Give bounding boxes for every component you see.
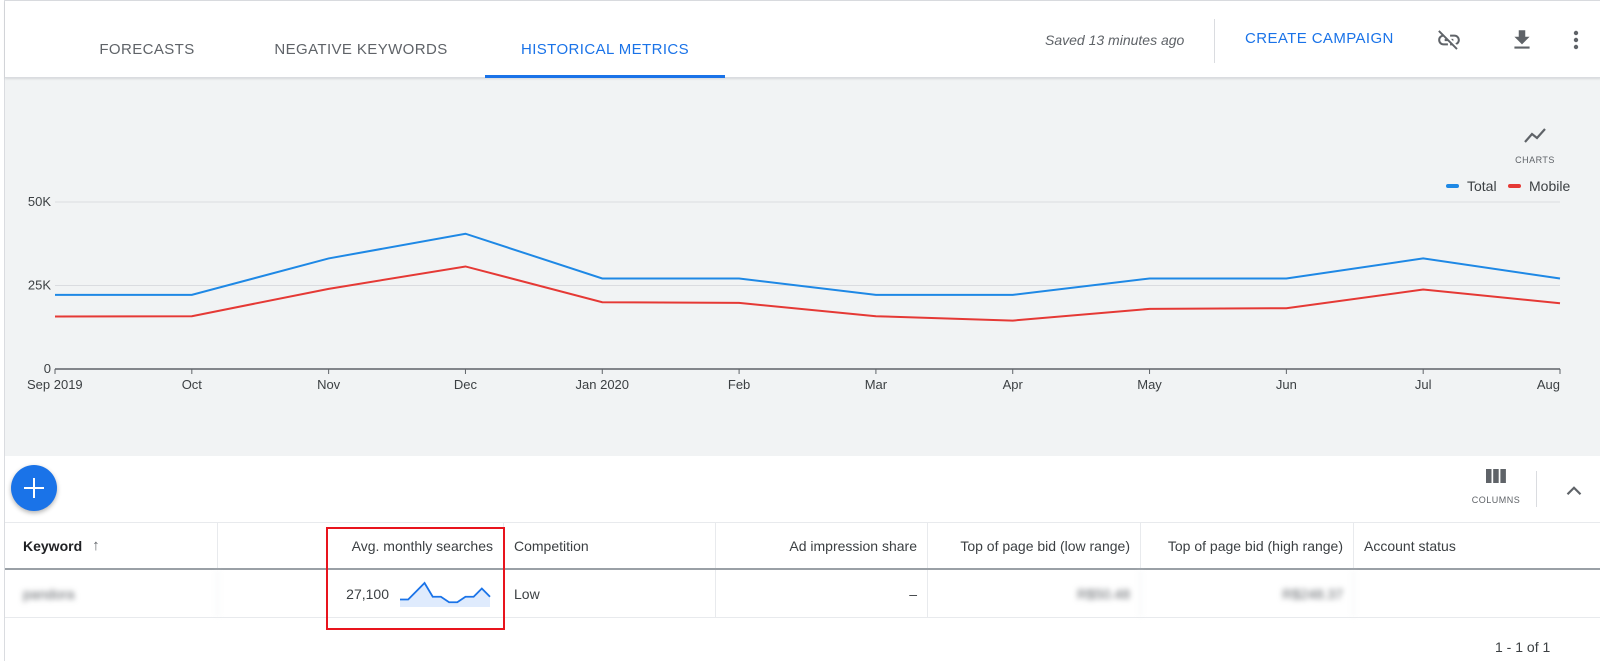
columns-label: COLUMNS: [1471, 495, 1521, 505]
header-competition[interactable]: Competition: [504, 523, 716, 568]
x-tick-label: Sep 2019: [27, 377, 83, 392]
x-tick-label: Oct: [182, 377, 203, 392]
header-bar: FORECASTS NEGATIVE KEYWORDS HISTORICAL M…: [5, 1, 1600, 78]
avg-monthly-value: 27,100: [346, 585, 389, 602]
add-keyword-button[interactable]: [11, 465, 57, 511]
x-tick-label: Apr: [1003, 377, 1024, 392]
keyword-cell: pandora: [5, 570, 218, 617]
tab-historical-metrics[interactable]: HISTORICAL METRICS: [485, 1, 725, 78]
header-bid-low[interactable]: Top of page bid (low range): [928, 523, 1141, 568]
x-tick-label: Nov: [317, 377, 341, 392]
header-avg-monthly-searches[interactable]: Avg. monthly searches: [218, 523, 504, 568]
table-header-row: Keyword ↑ Avg. monthly searches Competit…: [5, 522, 1600, 570]
bid-high-cell: R$248.37: [1141, 570, 1354, 617]
y-tick-label: 0: [44, 361, 51, 376]
charts-button[interactable]: CHARTS: [1510, 124, 1560, 168]
legend-label-mobile: Mobile: [1529, 178, 1571, 194]
header-keyword[interactable]: Keyword ↑: [5, 523, 218, 568]
header-ad-impression-share[interactable]: Ad impression share: [716, 523, 928, 568]
ad-impression-cell: –: [716, 570, 928, 617]
legend-mobile: Mobile: [1508, 178, 1570, 194]
account-status-cell: [1354, 570, 1600, 617]
legend-swatch-total: [1446, 184, 1459, 188]
pagination-info: 1 - 1 of 1: [1495, 639, 1551, 655]
charts-label: CHARTS: [1515, 155, 1555, 165]
x-tick-label: Dec: [454, 377, 478, 392]
header-account-status[interactable]: Account status: [1364, 537, 1456, 554]
more-vert-icon[interactable]: [1566, 27, 1586, 53]
x-tick-label: Mar: [865, 377, 888, 392]
series-line-total[interactable]: [55, 232, 1561, 296]
line-chart-icon: [1524, 128, 1546, 143]
sort-ascending-icon[interactable]: ↑: [92, 537, 100, 554]
tab-negative-keywords[interactable]: NEGATIVE KEYWORDS: [274, 41, 448, 58]
trend-sparkline[interactable]: [399, 579, 493, 609]
saved-status: Saved 13 minutes ago: [1045, 32, 1185, 48]
x-tick-label: Jan 2020: [576, 377, 630, 392]
create-campaign-button[interactable]: CREATE CAMPAIGN: [1245, 30, 1394, 47]
app-frame: FORECASTS NEGATIVE KEYWORDS HISTORICAL M…: [4, 0, 1600, 661]
avg-monthly-cell: 27,100: [218, 570, 504, 617]
tab-forecasts[interactable]: FORECASTS: [99, 41, 195, 58]
x-tick-label: Aug: [1537, 377, 1560, 392]
x-tick-label: Feb: [728, 377, 750, 392]
table-row[interactable]: pandora 27,100 Low – R$50.48 R$248.37: [5, 570, 1600, 618]
columns-icon: [1486, 469, 1506, 483]
series-line-mobile[interactable]: [54, 265, 1561, 322]
keyword-table: Keyword ↑ Avg. monthly searches Competit…: [5, 522, 1600, 618]
y-tick-label: 50K: [28, 194, 51, 209]
line-chart: 0 25K 50K Sep 2019 Oct Nov Dec Jan 2020 Feb Mar Ap…: [27, 194, 1561, 392]
table-toolbar: COLUMNS: [5, 456, 1600, 522]
toolbar-divider: [1536, 471, 1537, 507]
header-keyword-label: Keyword: [23, 537, 83, 554]
header-bid-high[interactable]: Top of page bid (high range): [1141, 523, 1354, 568]
columns-button[interactable]: COLUMNS: [1468, 468, 1524, 505]
legend-total: Total: [1446, 178, 1497, 194]
legend-label-total: Total: [1467, 178, 1497, 194]
bid-low-cell: R$50.48: [928, 570, 1141, 617]
sparkline-area: [400, 582, 490, 607]
y-tick-label: 25K: [28, 278, 51, 293]
x-tick-label: Jul: [1415, 377, 1432, 392]
legend-swatch-mobile: [1508, 184, 1521, 188]
sparkline-line: [400, 581, 491, 603]
download-icon[interactable]: [1509, 27, 1535, 53]
x-tick-label: Jun: [1276, 377, 1297, 392]
header-divider: [1214, 19, 1215, 63]
competition-cell: Low: [504, 570, 716, 617]
chart-panel: CHARTS Total Mobile 0 25K 50K Sep 2019 Oct No…: [5, 78, 1600, 456]
chevron-up-icon[interactable]: [1561, 478, 1587, 504]
link-off-icon[interactable]: [1436, 27, 1462, 53]
x-tick-label: May: [1137, 377, 1162, 392]
